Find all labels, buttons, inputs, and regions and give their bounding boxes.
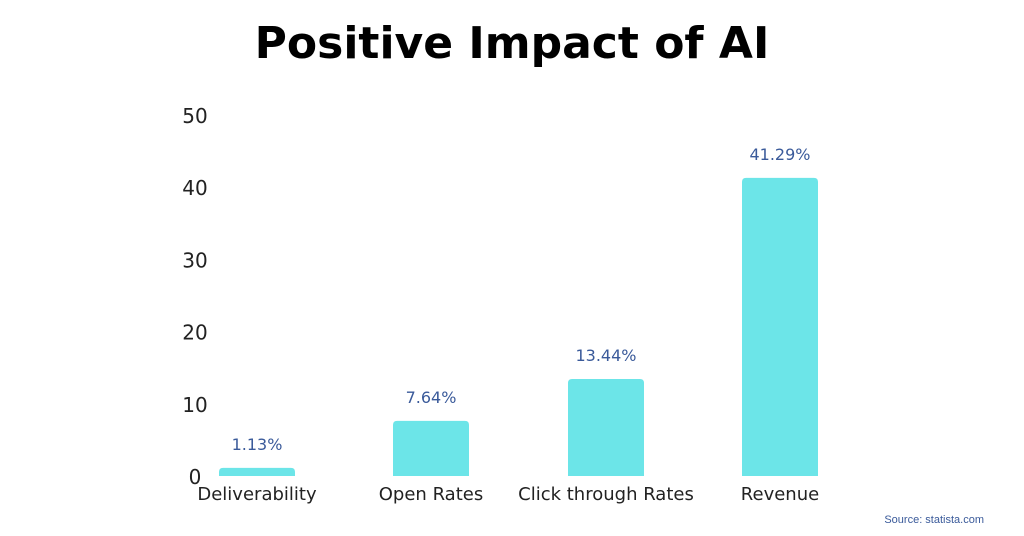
- source-note: Source: statista.com: [884, 514, 984, 526]
- bar: [568, 378, 644, 476]
- y-tick-label: 20: [182, 321, 207, 345]
- y-tick-label: 10: [182, 393, 207, 417]
- data-label: 41.29%: [749, 145, 810, 164]
- data-label: 1.13%: [232, 435, 283, 454]
- bar: [393, 420, 469, 476]
- x-tick-label: Open Rates: [379, 484, 483, 505]
- y-tick-label: 40: [182, 176, 207, 200]
- data-label: 13.44%: [575, 346, 636, 365]
- x-tick-label: Revenue: [741, 484, 819, 505]
- bar: [219, 467, 295, 476]
- chart-title: Positive Impact of AI: [254, 18, 770, 69]
- x-tick-label: Deliverability: [197, 484, 317, 505]
- y-tick-label: 50: [182, 104, 207, 128]
- data-label: 7.64%: [406, 388, 457, 407]
- bar: [742, 177, 818, 476]
- y-tick-label: 30: [182, 248, 207, 272]
- y-tick-label: 0: [189, 465, 202, 489]
- x-tick-label: Click through Rates: [518, 484, 694, 505]
